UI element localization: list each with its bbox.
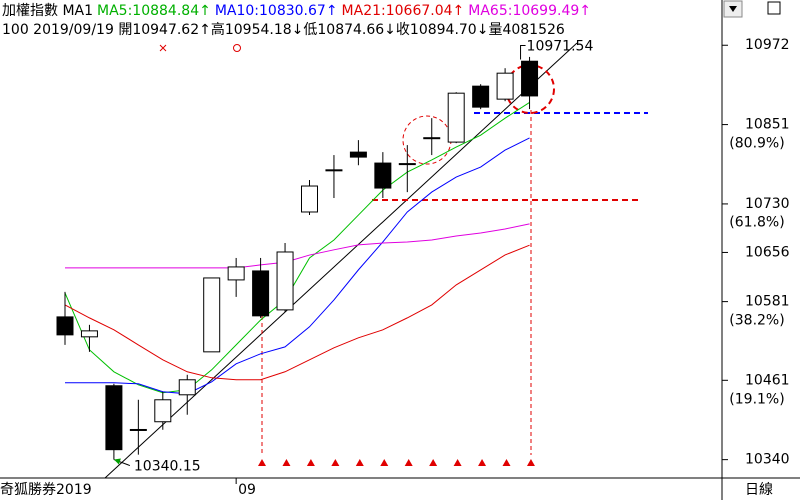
y-tick-label: 10851 bbox=[745, 117, 790, 133]
signal-triangle bbox=[258, 459, 266, 466]
fib-label: (61.8%) bbox=[729, 215, 784, 231]
signal-triangle bbox=[355, 459, 364, 466]
candle-body bbox=[154, 399, 172, 423]
circle-marker bbox=[233, 44, 241, 52]
annotation-arrowhead bbox=[113, 458, 121, 465]
candle-body bbox=[56, 316, 74, 336]
signal-triangle bbox=[478, 459, 487, 466]
candle-body bbox=[496, 72, 514, 100]
header-item: MA65:10699.49↑ bbox=[468, 3, 591, 19]
y-tick-label: 10730 bbox=[745, 196, 790, 212]
header: 加權指數 MA1 MA5:10884.84↑ MA10:10830.67↑ MA21:… bbox=[2, 3, 591, 38]
header-item: MA10:10830.67↑ bbox=[215, 3, 338, 19]
header-line2: 100 2019/09/19 開10947.62↑高10954.18↓低1087… bbox=[2, 21, 565, 38]
candle-body bbox=[325, 169, 343, 172]
trend-line bbox=[104, 42, 578, 479]
footer-left: 奇狐勝券2019 bbox=[0, 481, 92, 498]
window-button[interactable] bbox=[767, 1, 781, 15]
fib-label: (38.2%) bbox=[729, 312, 784, 328]
signal-triangle bbox=[453, 459, 462, 466]
candle-body bbox=[301, 185, 318, 213]
y-tick-label: 10581 bbox=[745, 294, 790, 310]
ma-line bbox=[65, 223, 530, 269]
header-item: MA21:10667.04↑ bbox=[342, 3, 465, 19]
signal-triangle bbox=[306, 459, 315, 466]
signal-triangle bbox=[502, 459, 511, 466]
candle-body bbox=[227, 266, 245, 281]
ma-line bbox=[64, 101, 530, 394]
candle-body bbox=[374, 162, 392, 189]
y-tick-label: 10656 bbox=[745, 244, 790, 260]
signal-triangle bbox=[404, 459, 413, 466]
candle-body bbox=[447, 92, 465, 143]
candle-body bbox=[472, 85, 490, 108]
candle-body bbox=[398, 163, 416, 166]
candle-body bbox=[129, 428, 147, 431]
candle-body bbox=[203, 277, 221, 353]
candle-body bbox=[276, 251, 294, 311]
candle-body bbox=[423, 137, 441, 140]
fib-label: (80.9%) bbox=[729, 136, 784, 152]
fib-label: (19.1%) bbox=[729, 391, 784, 407]
candle-body bbox=[80, 330, 98, 338]
cross-marker bbox=[159, 44, 167, 52]
signal-triangle bbox=[429, 459, 438, 466]
signal-triangle bbox=[526, 459, 535, 466]
header-item: MA5:10884.84↑ bbox=[97, 3, 211, 19]
candle-body bbox=[349, 151, 367, 158]
signal-markers bbox=[258, 459, 535, 466]
candle-body bbox=[252, 270, 270, 317]
ma-line bbox=[64, 244, 530, 381]
signal-triangle bbox=[331, 459, 340, 466]
y-tick-label: 10972 bbox=[745, 37, 790, 53]
ma-line bbox=[65, 137, 530, 395]
high-annotation: 10971.54 bbox=[527, 39, 594, 55]
annotation-leader bbox=[520, 45, 526, 60]
header-item: 加權指數 MA1 bbox=[2, 3, 93, 19]
header-line1: 加權指數 MA1 MA5:10884.84↑ MA10:10830.67↑ MA21:… bbox=[2, 3, 591, 19]
candle-body bbox=[178, 379, 196, 396]
y-tick-label: 10340 bbox=[745, 452, 790, 468]
signal-triangle bbox=[380, 459, 389, 466]
candle-body bbox=[105, 385, 123, 451]
footer-right: 日線 bbox=[745, 482, 773, 498]
signal-triangle bbox=[282, 459, 291, 466]
candle-body bbox=[521, 60, 539, 97]
x-tick-label: 09 bbox=[238, 482, 256, 498]
down-arrow-icon bbox=[729, 6, 737, 12]
low-annotation: 10340.15 bbox=[134, 459, 201, 475]
y-tick-label: 10461 bbox=[745, 372, 790, 388]
